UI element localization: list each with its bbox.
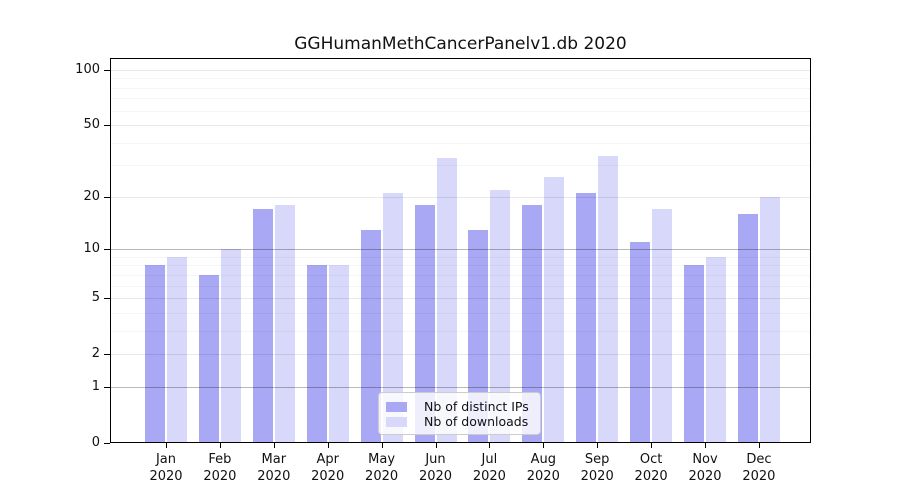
bar-distinct-ips-jun	[414, 205, 435, 443]
x-tick-label: Jun 2020	[418, 452, 453, 484]
x-tick-label: Feb 2020	[203, 452, 237, 484]
gridline-20	[110, 196, 811, 198]
legend-swatch-downloads-icon	[386, 416, 407, 427]
y-tick-mark	[104, 443, 110, 444]
y-tick-label: 2	[91, 346, 100, 362]
bar-downloads-nov	[706, 256, 726, 443]
bar-downloads-jan	[167, 256, 187, 443]
y-tick-mark	[104, 125, 110, 127]
y-tick-label: 20	[83, 188, 100, 204]
gridline-minor	[110, 285, 811, 287]
bar-distinct-ips-may	[360, 229, 381, 443]
bar-downloads-dec	[759, 196, 780, 443]
y-tick-mark	[104, 70, 110, 71]
gridline-minor	[110, 78, 811, 80]
x-tick-mark	[651, 443, 653, 448]
gridline-10	[110, 249, 811, 251]
bar-distinct-ips-jul	[468, 229, 489, 443]
gridline-minor	[110, 256, 811, 258]
gridline-minor	[110, 330, 811, 332]
chart-title: GGHumanMethCancerPanelv1.db 2020	[294, 34, 627, 54]
x-tick-mark	[327, 443, 329, 448]
legend-swatch-distinct-ips-icon	[386, 401, 407, 412]
x-tick-mark	[489, 443, 491, 448]
x-tick-mark	[381, 443, 383, 448]
gridline-minor	[110, 142, 811, 144]
gridline-minor	[110, 274, 811, 276]
legend-item-downloads: Nb of downloads	[386, 414, 532, 429]
y-tick-mark	[104, 196, 110, 198]
y-tick-label: 5	[91, 290, 100, 306]
bar-distinct-ips-oct	[630, 242, 651, 443]
gridline-2	[110, 354, 811, 356]
gridline-100	[110, 70, 811, 71]
bar-downloads-apr	[328, 265, 349, 443]
x-tick-mark	[273, 443, 275, 448]
bar-downloads-jul	[490, 189, 511, 443]
bar-downloads-sep	[598, 155, 619, 443]
bar-downloads-oct	[652, 209, 673, 443]
y-tick-mark	[104, 386, 110, 388]
x-tick-label: May 2020	[365, 452, 399, 484]
y-tick-mark	[104, 298, 110, 300]
y-tick-label: 100	[75, 62, 100, 77]
y-tick-label: 1	[91, 378, 100, 394]
gridline-minor	[110, 312, 811, 314]
x-tick-label: Aug 2020	[526, 452, 560, 484]
gridline-50	[110, 125, 811, 127]
x-tick-label: Mar 2020	[257, 452, 291, 484]
x-tick-mark	[219, 443, 221, 448]
bar-downloads-mar	[274, 205, 295, 443]
x-tick-mark	[705, 443, 706, 448]
gridline-minor	[110, 165, 811, 167]
y-tick-mark	[104, 354, 110, 356]
legend: Nb of distinct IPs Nb of downloads	[378, 392, 541, 435]
bar-distinct-ips-dec	[737, 214, 758, 443]
x-tick-mark	[543, 443, 545, 448]
bar-distinct-ips-sep	[576, 193, 597, 443]
x-tick-label: Oct 2020	[634, 452, 668, 484]
bar-downloads-aug	[544, 176, 565, 443]
x-tick-label: Apr 2020	[311, 452, 345, 484]
x-tick-label: Jan 2020	[149, 452, 183, 484]
bar-distinct-ips-feb	[198, 274, 219, 443]
bar-distinct-ips-mar	[252, 209, 273, 443]
x-tick-label: Jul 2020	[472, 452, 506, 484]
y-tick-label: 0	[91, 435, 100, 450]
gridline-5	[110, 298, 811, 300]
bar-distinct-ips-apr	[306, 265, 327, 443]
legend-item-distinct-ips: Nb of distinct IPs	[386, 399, 532, 414]
gridline-minor	[110, 265, 811, 267]
plot-area	[110, 58, 811, 443]
gridline-minor	[110, 98, 811, 100]
y-tick-mark	[104, 249, 110, 251]
x-tick-mark	[435, 443, 437, 448]
bar-downloads-feb	[220, 249, 241, 443]
x-tick-mark	[597, 443, 599, 448]
bar-downloads-jun	[436, 158, 457, 443]
y-tick-label: 50	[83, 117, 100, 133]
x-tick-label: Nov 2020	[688, 452, 722, 484]
gridline-1	[110, 386, 811, 388]
x-tick-label: Dec 2020	[742, 452, 776, 484]
bar-distinct-ips-aug	[522, 205, 543, 443]
bar-downloads-may	[382, 193, 403, 443]
y-tick-label: 10	[83, 241, 100, 257]
gridline-minor	[110, 110, 811, 112]
legend-label-distinct-ips: Nb of distinct IPs	[424, 399, 529, 414]
x-tick-label: Sep 2020	[580, 452, 614, 484]
gridline-minor	[110, 87, 811, 89]
x-tick-mark	[758, 443, 760, 448]
legend-label-downloads: Nb of downloads	[424, 414, 529, 429]
bar-distinct-ips-nov	[684, 265, 704, 443]
bar-distinct-ips-jan	[145, 265, 165, 443]
x-tick-mark	[166, 443, 167, 448]
